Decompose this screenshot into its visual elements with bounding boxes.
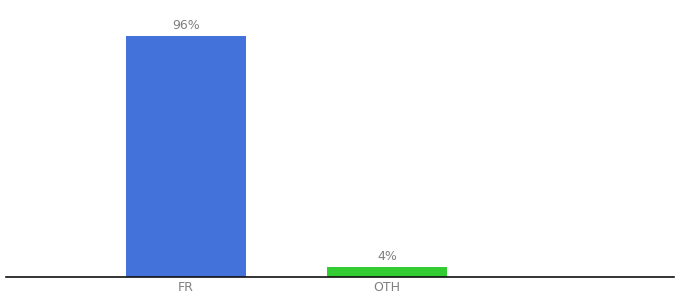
Bar [326, 266, 447, 277]
Text: 96%: 96% [172, 19, 200, 32]
Bar [126, 36, 246, 277]
Text: 4%: 4% [377, 250, 396, 263]
